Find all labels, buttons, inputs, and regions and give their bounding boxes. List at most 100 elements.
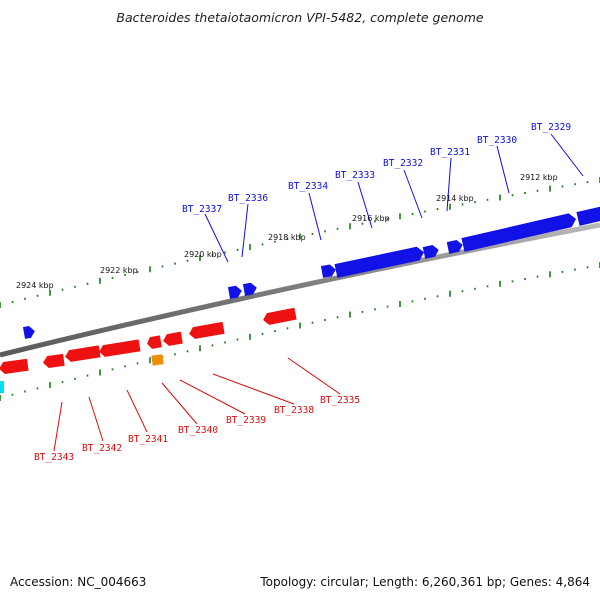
scale-tick-upper	[136, 271, 139, 274]
scale-tick-upper	[399, 213, 401, 220]
scale-tick-lower	[286, 327, 289, 330]
gene-arrow-bt2338[interactable]	[162, 331, 183, 347]
reverse-gene-labels: BT_2343 BT_2342 BT_2341 BT_2340 BT_2339 …	[34, 395, 360, 463]
gene-label-bt2333[interactable]: BT_2333	[335, 170, 375, 181]
scale-ticks-lower	[0, 262, 600, 401]
gene-label-bt2339[interactable]: BT_2339	[226, 415, 266, 426]
scale-tick-lower	[11, 393, 14, 396]
tick-label-2922: 2922 kbp	[100, 266, 138, 275]
scale-tick-upper	[299, 233, 301, 240]
gene-arrow-bt2334[interactable]	[320, 264, 337, 278]
scale-tick-lower	[524, 278, 526, 280]
scale-tick-lower	[361, 310, 364, 313]
gene-label-bt2335[interactable]: BT_2335	[320, 395, 360, 406]
gene-arrow[interactable]	[22, 325, 36, 339]
scale-tick-lower	[549, 271, 551, 278]
scale-tick-lower	[561, 270, 564, 273]
gene-arrow-bt2342[interactable]	[42, 353, 65, 369]
accession-label: Accession: NC_004663	[10, 575, 146, 589]
scale-tick-lower	[186, 350, 189, 353]
scale-tick-upper	[449, 203, 451, 210]
scale-tick-upper	[349, 223, 351, 230]
gene-arrow-bt2331[interactable]	[446, 239, 464, 254]
scale-tick-upper	[24, 297, 26, 300]
genome-backbone	[0, 222, 600, 358]
scale-tick-upper	[361, 222, 364, 225]
tick-label-2912: 2912 kbp	[520, 173, 558, 182]
scale-ticks-upper	[0, 177, 600, 308]
gene-label-bt2338[interactable]: BT_2338	[274, 405, 314, 416]
scale-tick-upper	[199, 255, 201, 261]
gene-arrow[interactable]	[188, 321, 225, 340]
gene-arrow-bt2329[interactable]	[576, 205, 600, 226]
scale-tick-upper	[336, 227, 339, 230]
scale-tick-upper	[111, 276, 114, 279]
scale-tick-upper	[586, 181, 589, 184]
gene-label-bt2330[interactable]: BT_2330	[477, 135, 517, 146]
scale-tick-lower	[174, 353, 176, 356]
scale-tick-upper	[86, 282, 89, 285]
scale-tick-lower	[461, 290, 464, 293]
gene-label-bt2329[interactable]: BT_2329	[531, 122, 571, 133]
scale-tick-lower	[99, 369, 101, 376]
gene-box-orange[interactable]	[151, 354, 164, 366]
scale-tick-upper	[161, 265, 164, 268]
scale-tick-lower	[236, 338, 239, 341]
scale-tick-upper	[49, 289, 51, 296]
scale-tick-upper	[186, 259, 189, 262]
scale-tick-lower	[586, 266, 589, 269]
scale-tick-lower	[224, 341, 226, 344]
scale-tick-lower	[111, 368, 114, 371]
gene-arrow-bt2332[interactable]	[422, 244, 440, 259]
scale-tick-lower	[386, 305, 389, 308]
scale-tick-lower	[324, 319, 326, 321]
scale-tick-lower	[249, 333, 251, 340]
scale-tick-lower	[399, 301, 401, 307]
gene-arrow-bt2337[interactable]	[227, 285, 243, 299]
scale-tick-upper	[474, 201, 476, 204]
scale-tick-upper	[211, 254, 214, 257]
scale-tick-lower	[536, 275, 539, 278]
gene-label-bt2342[interactable]: BT_2342	[82, 443, 122, 454]
gene-box-cyan[interactable]	[0, 381, 4, 393]
gene-label-bt2332[interactable]: BT_2332	[383, 158, 423, 169]
scale-tick-upper	[236, 248, 239, 251]
gene-arrow-bt2343[interactable]	[0, 358, 29, 375]
reverse-genes	[0, 307, 297, 393]
scale-tick-upper	[374, 220, 376, 223]
scale-tick-lower	[511, 280, 514, 283]
scale-tick-upper	[411, 212, 414, 215]
scale-tick-upper	[249, 244, 251, 251]
gene-arrow-bt2335[interactable]	[262, 307, 297, 326]
scale-tick-upper	[499, 194, 501, 201]
scale-tick-upper	[386, 217, 389, 220]
gene-arrow-bt2336[interactable]	[242, 282, 258, 296]
gene-label-bt2336[interactable]: BT_2336	[228, 193, 268, 204]
gene-label-bt2340[interactable]: BT_2340	[178, 425, 218, 436]
gene-arrow-bt2339[interactable]	[146, 335, 162, 349]
map-title: Bacteroides thetaiotaomicron VPI-5482, c…	[116, 10, 483, 25]
scale-tick-lower	[574, 268, 576, 271]
gene-arrow-bt2330[interactable]	[461, 212, 577, 252]
scale-tick-upper	[549, 185, 551, 192]
scale-tick-lower	[436, 295, 439, 298]
gene-label-bt2343[interactable]: BT_2343	[34, 452, 74, 463]
gene-arrow-bt2341[interactable]	[64, 345, 101, 362]
gene-label-bt2337[interactable]: BT_2337	[182, 204, 222, 215]
gene-label-bt2331[interactable]: BT_2331	[430, 147, 470, 158]
gene-arrow-bt2333[interactable]	[334, 245, 426, 278]
scale-tick-upper	[61, 288, 64, 291]
scale-tick-lower	[36, 387, 39, 390]
tick-label-2916: 2916 kbp	[352, 214, 390, 223]
scale-tick-upper	[261, 243, 264, 246]
gene-label-bt2341[interactable]: BT_2341	[128, 434, 168, 445]
scale-tick-lower	[211, 344, 214, 347]
scale-tick-lower	[299, 322, 301, 329]
scale-tick-upper	[436, 208, 439, 211]
gene-label-bt2334[interactable]: BT_2334	[288, 181, 328, 192]
scale-tick-lower	[474, 287, 476, 290]
tick-label-2924: 2924 kbp	[16, 281, 54, 290]
gene-arrow-bt2340[interactable]	[98, 339, 141, 357]
scale-tick-lower	[124, 365, 126, 368]
tick-label-2920: 2920 kbp	[184, 250, 222, 259]
